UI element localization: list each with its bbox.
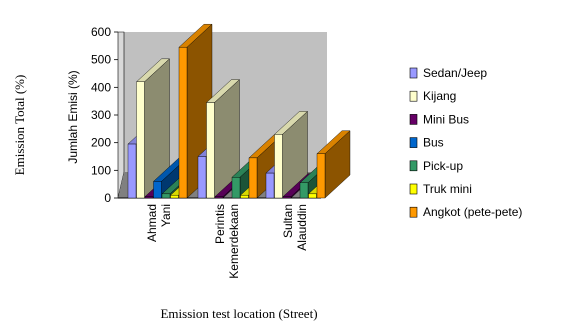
x-axis-title: Emission test location (Street) (160, 306, 317, 321)
bar-kijang-1 (205, 79, 241, 199)
x-category-label: Ahmad (145, 204, 159, 242)
bar-front (299, 182, 309, 199)
bar-front (127, 143, 137, 199)
bar-front (144, 196, 154, 199)
y-tick-label: 300 (91, 108, 111, 122)
legend-label: Angkot (pete-pete) (423, 205, 522, 219)
bar-front (197, 156, 207, 199)
bar-front (178, 47, 188, 199)
x-category-label: Kemerdekaan (227, 204, 241, 279)
legend-swatch (409, 90, 418, 102)
legend-swatch (409, 114, 418, 125)
legend-label: Pick-up (423, 159, 463, 173)
bar-kijang-0 (135, 58, 171, 199)
y-tick-label: 500 (91, 53, 111, 67)
legend-label: Truk mini (423, 182, 472, 196)
legend-label: Sedan/Jeep (423, 66, 487, 80)
bar-front (274, 134, 283, 199)
bar-front (248, 157, 258, 199)
legend-label: Mini Bus (423, 112, 469, 126)
side-wall (117, 31, 125, 199)
bar-front (308, 193, 317, 199)
legend-label: Kijang (423, 89, 456, 103)
legend-swatch (409, 67, 418, 79)
y-axis-title-inner: Jumlah Emisi (%) (66, 70, 80, 163)
x-category-label: Alauddin (295, 204, 309, 251)
legend-swatch (409, 206, 418, 218)
legend-swatch (409, 183, 418, 195)
bar-front (161, 193, 171, 199)
bar-angkot-pete-pete--2 (316, 130, 351, 199)
bar-front (265, 172, 275, 199)
bar-front (153, 181, 162, 199)
bar-kijang-2 (273, 110, 309, 199)
bar-front (282, 196, 292, 199)
y-tick-label: 0 (104, 191, 111, 205)
y-tick-label: 600 (91, 25, 111, 39)
x-category-label: Yani (159, 204, 173, 227)
y-tick-label: 200 (91, 136, 111, 150)
bar-front (170, 195, 179, 199)
bar-front (231, 177, 241, 199)
x-category-label: Sultan (281, 204, 295, 238)
legend-swatch (409, 160, 418, 172)
bar-front (214, 196, 224, 199)
bar-front (206, 102, 215, 199)
bar-front (136, 81, 145, 199)
y-tick-label: 100 (91, 163, 111, 177)
bar-front (316, 153, 326, 199)
y-axis-title-outer: Emission Total (%) (12, 75, 27, 176)
legend-swatch (409, 137, 418, 148)
y-tick-label: 400 (91, 80, 111, 94)
legend-label: Bus (423, 136, 444, 150)
x-category-label: Perintis (213, 204, 227, 244)
bar-front (240, 195, 249, 199)
